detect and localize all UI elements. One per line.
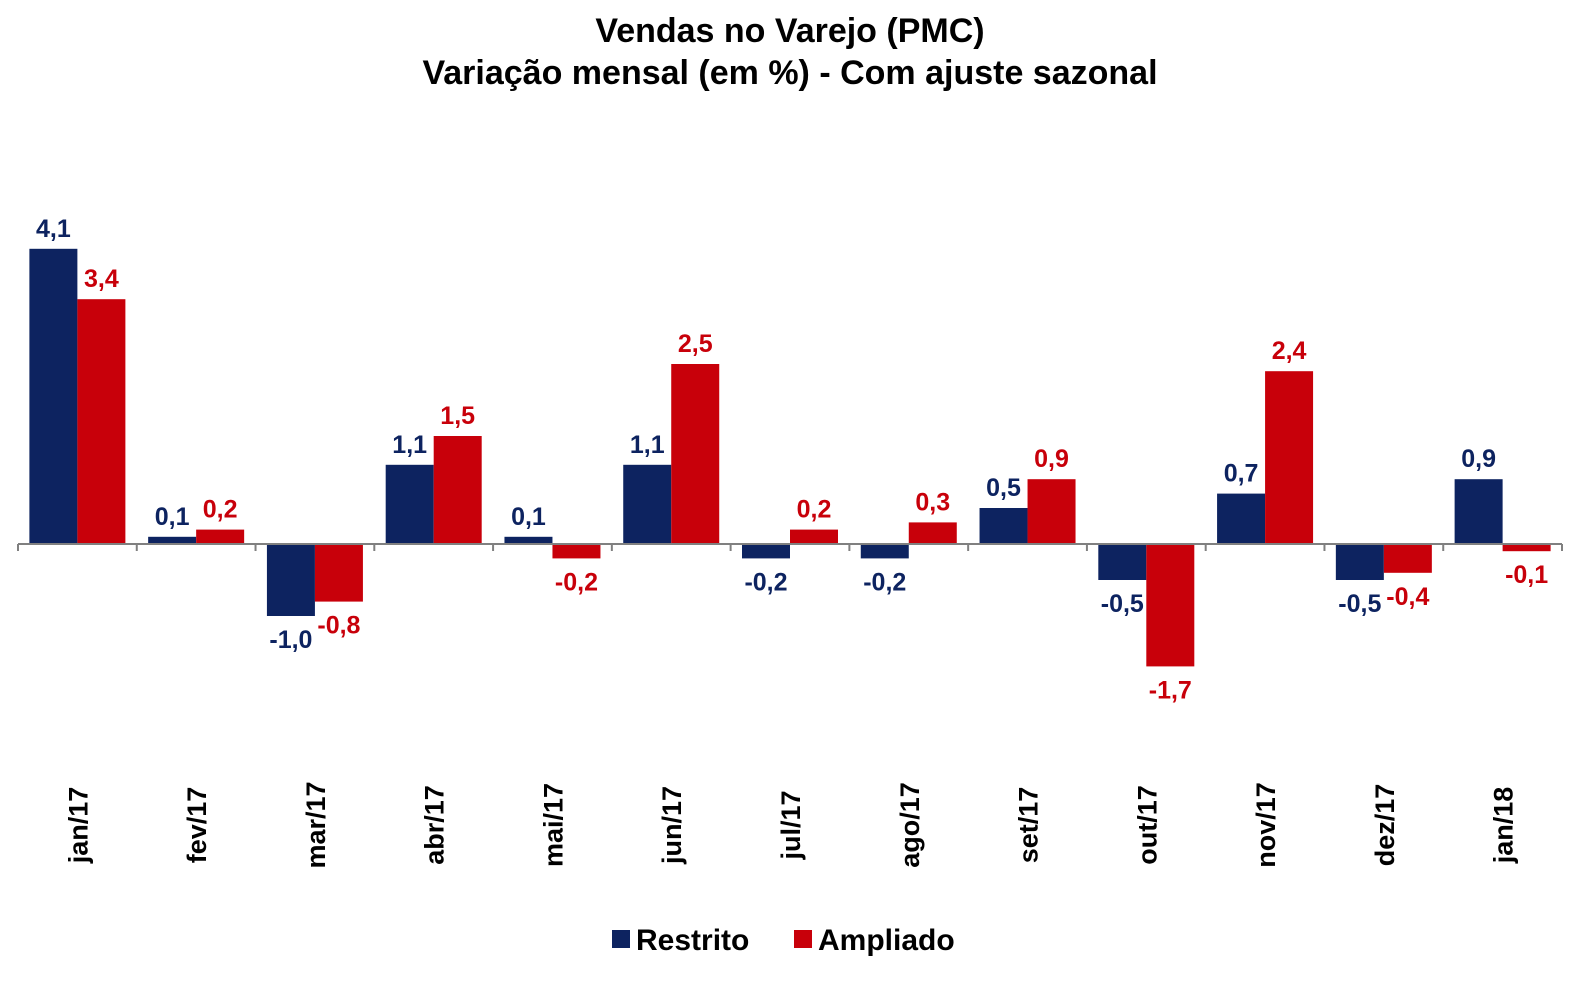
category-label-10: nov/17 xyxy=(1251,782,1281,868)
bar-ampliado-11 xyxy=(1383,544,1432,573)
category-label-9: out/17 xyxy=(1132,785,1162,865)
data-label-restrito-8: 0,5 xyxy=(986,474,1021,502)
data-label-ampliado-4: -0,2 xyxy=(555,568,598,596)
bar-restrito-9 xyxy=(1098,544,1147,580)
category-label-1: fev/17 xyxy=(182,787,212,864)
category-label-8: set/17 xyxy=(1014,787,1044,864)
data-label-restrito-12: 0,9 xyxy=(1461,445,1496,473)
bar-restrito-3 xyxy=(385,464,434,544)
bar-restrito-7 xyxy=(860,544,909,559)
data-label-ampliado-12: -0,1 xyxy=(1505,561,1548,589)
chart-title: Vendas no Varejo (PMC) xyxy=(595,12,984,50)
bars-group xyxy=(29,248,1551,667)
data-label-ampliado-1: 0,2 xyxy=(203,496,238,524)
data-label-restrito-6: -0,2 xyxy=(744,568,787,596)
bar-restrito-2 xyxy=(266,544,315,616)
data-label-restrito-0: 4,1 xyxy=(36,215,71,243)
data-label-restrito-5: 1,1 xyxy=(630,431,665,459)
category-label-3: abr/17 xyxy=(420,785,450,865)
data-label-ampliado-5: 2,5 xyxy=(678,330,713,358)
legend: Restrito Ampliado xyxy=(612,924,955,957)
category-label-0: jan/17 xyxy=(63,787,93,865)
category-labels-group: jan/17 fev/17 mar/17 abr/17 mai/17 jun/17 jul/… xyxy=(63,781,1518,868)
data-label-restrito-9: -0,5 xyxy=(1101,590,1144,618)
data-label-ampliado-7: 0,3 xyxy=(915,488,950,516)
data-label-ampliado-11: -0,4 xyxy=(1386,583,1429,611)
data-label-ampliado-0: 3,4 xyxy=(84,265,119,293)
category-label-2: mar/17 xyxy=(301,781,331,868)
bar-ampliado-5 xyxy=(671,364,720,544)
bar-ampliado-1 xyxy=(196,529,245,544)
chart-subtitle: Variação mensal (em %) - Com ajuste sazo… xyxy=(422,54,1157,92)
data-label-restrito-7: -0,2 xyxy=(863,568,906,596)
bar-ampliado-3 xyxy=(433,436,482,544)
bar-ampliado-8 xyxy=(1027,479,1076,544)
data-label-ampliado-8: 0,9 xyxy=(1034,445,1069,473)
data-label-restrito-3: 1,1 xyxy=(392,431,427,459)
bar-ampliado-2 xyxy=(314,544,363,602)
data-label-restrito-4: 0,1 xyxy=(511,503,546,531)
data-label-ampliado-6: 0,2 xyxy=(797,496,832,524)
data-label-restrito-2: -1,0 xyxy=(269,626,312,654)
bar-ampliado-9 xyxy=(1146,544,1195,667)
legend-swatch-restrito xyxy=(612,930,630,948)
bar-ampliado-10 xyxy=(1265,371,1314,544)
legend-label-restrito: Restrito xyxy=(636,924,749,957)
bar-ampliado-12 xyxy=(1502,544,1551,552)
bar-restrito-1 xyxy=(148,536,197,544)
category-label-11: dez/17 xyxy=(1370,784,1400,867)
data-label-restrito-11: -0,5 xyxy=(1338,590,1381,618)
bar-restrito-0 xyxy=(29,248,78,545)
data-label-ampliado-9: -1,7 xyxy=(1149,676,1192,704)
x-tick-marks-group xyxy=(17,544,1563,551)
category-label-7: ago/17 xyxy=(895,782,925,868)
legend-label-ampliado: Ampliado xyxy=(818,924,955,957)
bar-ampliado-6 xyxy=(790,529,838,544)
bar-restrito-8 xyxy=(979,508,1028,544)
bar-restrito-12 xyxy=(1454,479,1503,544)
data-label-restrito-1: 0,1 xyxy=(155,503,190,531)
bar-restrito-4 xyxy=(504,536,553,544)
category-label-12: jan/18 xyxy=(1489,787,1519,865)
bar-restrito-11 xyxy=(1335,544,1384,580)
bar-restrito-10 xyxy=(1217,493,1266,544)
bar-ampliado-4 xyxy=(552,544,601,559)
category-label-4: mai/17 xyxy=(538,783,568,867)
data-label-ampliado-10: 2,4 xyxy=(1272,337,1307,365)
bar-ampliado-0 xyxy=(77,299,126,544)
data-label-ampliado-2: -0,8 xyxy=(317,612,360,640)
category-label-5: jun/17 xyxy=(657,786,687,865)
legend-swatch-ampliado xyxy=(794,930,812,948)
bar-restrito-6 xyxy=(742,544,790,559)
data-label-restrito-10: 0,7 xyxy=(1224,460,1259,488)
data-label-ampliado-3: 1,5 xyxy=(440,402,475,430)
bar-restrito-5 xyxy=(623,464,672,544)
category-label-6: jul/17 xyxy=(776,790,806,860)
data-labels-group: 4,1 3,4 0,1 0,2 -1,0-0,8 1,1 1,5 0,1 -0,2 1,1 2,5 -… xyxy=(36,215,1548,705)
bar-ampliado-7 xyxy=(908,522,957,544)
